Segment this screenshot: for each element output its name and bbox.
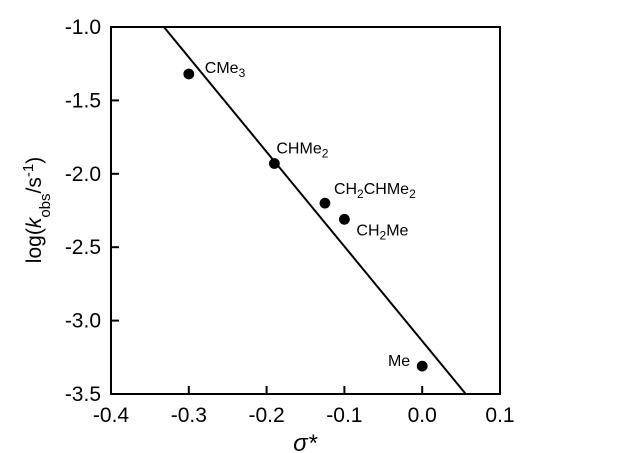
data-point — [416, 360, 428, 372]
fit-line — [163, 26, 467, 395]
y-tick-label: -3.0 — [65, 310, 101, 333]
data-points-layer — [183, 68, 428, 372]
data-point — [183, 68, 195, 80]
x-tick-label: -0.4 — [93, 404, 130, 427]
data-point — [339, 213, 350, 225]
data-label: CHMe2 — [276, 141, 328, 161]
data-point — [268, 158, 280, 169]
y-tick-label: -1.0 — [65, 16, 101, 39]
x-tick-label: -0.2 — [249, 404, 285, 427]
y-tick-label: -2.5 — [65, 236, 101, 259]
x-tick-label: 0.0 — [408, 404, 437, 427]
y-axis-title: log(kobs/s-1) — [20, 157, 54, 263]
data-point — [319, 197, 331, 209]
x-axis-title: σ* — [293, 430, 317, 453]
x-tick-label: -0.1 — [326, 404, 362, 427]
data-label: CMe3 — [205, 60, 246, 80]
x-axis-ticks: -0.4 -0.3 -0.2 -0.1 0.0 0.1 — [93, 386, 515, 427]
y-tick-label: -2.0 — [65, 163, 101, 186]
data-label: Me — [388, 353, 410, 370]
fit-line-layer — [163, 26, 467, 395]
plot-frame — [110, 26, 501, 395]
y-axis-ticks: -1.0 -1.5 -2.0 -2.5 -3.0 -3.5 — [65, 16, 119, 406]
y-tick-label: -3.5 — [65, 383, 101, 406]
y-tick-label: -1.5 — [65, 89, 101, 112]
point-labels-layer: CMe3 CHMe2 CH2CHMe2 CH2Me Me — [205, 60, 416, 370]
data-label: CH2CHMe2 — [334, 181, 416, 201]
data-label: CH2Me — [356, 222, 408, 242]
x-tick-label: 0.1 — [485, 404, 514, 427]
x-tick-label: -0.3 — [171, 404, 207, 427]
